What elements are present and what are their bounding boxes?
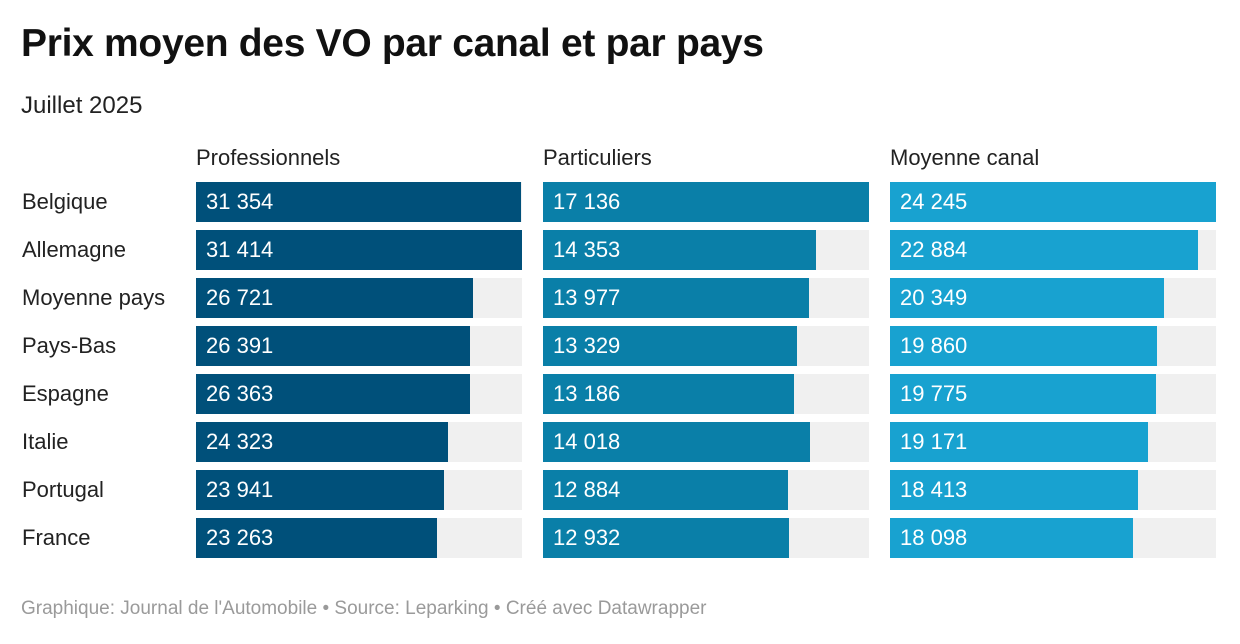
bar-track: 13 186 (543, 374, 869, 414)
value-label: 24 245 (900, 189, 968, 214)
value-label: 14 353 (553, 237, 621, 262)
bar-track: 26 363 (196, 374, 522, 414)
row-label-moyenne-pays: Moyenne pays (22, 285, 166, 310)
bar-moyenne-canal-pays-bas (890, 326, 1157, 366)
bar-professionnels-espagne (196, 374, 470, 414)
value-label: 14 018 (553, 429, 621, 454)
bar-track: 26 391 (196, 326, 522, 366)
value-label: 22 884 (900, 237, 968, 262)
bar-particuliers-italie (543, 422, 810, 462)
value-label: 18 098 (900, 525, 968, 550)
bar-particuliers-pays-bas (543, 326, 797, 366)
row-label-france: France (22, 525, 91, 550)
bar-track: 19 860 (890, 326, 1216, 366)
bar-track: 31 354 (196, 182, 522, 222)
bar-moyenne-canal-portugal (890, 470, 1138, 510)
row-label-pays-bas: Pays-Bas (22, 333, 117, 358)
bar-track: 18 098 (890, 518, 1216, 558)
bar-track: 13 977 (543, 278, 869, 318)
bar-particuliers-espagne (543, 374, 794, 414)
value-label: 23 263 (206, 525, 274, 550)
row-label-belgique: Belgique (22, 189, 108, 214)
row-label-espagne: Espagne (22, 381, 109, 406)
bar-moyenne-canal-allemagne (890, 230, 1198, 270)
bar-particuliers-allemagne (543, 230, 816, 270)
column-header-moyenne-canal: Moyenne canal (890, 145, 1040, 170)
value-label: 24 323 (206, 429, 274, 454)
bar-track: 23 941 (196, 470, 522, 510)
bar-moyenne-canal-espagne (890, 374, 1156, 414)
bar-professionnels-allemagne (196, 230, 522, 270)
bar-track: 14 353 (543, 230, 869, 270)
value-label: 12 884 (553, 477, 621, 502)
bar-moyenne-canal-italie (890, 422, 1148, 462)
bar-track: 19 775 (890, 374, 1216, 414)
bar-professionnels-moyenne-pays (196, 278, 473, 318)
bar-professionnels-pays-bas (196, 326, 470, 366)
row-label-italie: Italie (22, 429, 69, 454)
bar-track: 17 136 (543, 182, 869, 222)
bar-track: 22 884 (890, 230, 1216, 270)
column-header-professionnels: Professionnels (196, 145, 341, 170)
bar-track: 31 414 (196, 230, 522, 270)
row-label-portugal: Portugal (22, 477, 104, 502)
bar-track: 18 413 (890, 470, 1216, 510)
value-label: 19 860 (900, 333, 968, 358)
bar-track: 12 884 (543, 470, 869, 510)
value-label: 26 391 (206, 333, 274, 358)
value-label: 19 171 (900, 429, 968, 454)
value-label: 31 354 (206, 189, 274, 214)
column-header-particuliers: Particuliers (543, 145, 652, 170)
bar-particuliers-portugal (543, 470, 788, 510)
bar-track: 24 245 (890, 182, 1216, 222)
bar-professionnels-italie (196, 422, 448, 462)
row-label-allemagne: Allemagne (22, 237, 126, 262)
bar-track: 20 349 (890, 278, 1216, 318)
value-label: 31 414 (206, 237, 274, 262)
value-label: 26 721 (206, 285, 274, 310)
value-label: 26 363 (206, 381, 274, 406)
bar-moyenne-canal-france (890, 518, 1133, 558)
bar-moyenne-canal-moyenne-pays (890, 278, 1164, 318)
value-label: 13 329 (553, 333, 621, 358)
bar-professionnels-france (196, 518, 437, 558)
value-label: 17 136 (553, 189, 621, 214)
bar-particuliers-belgique (543, 182, 869, 222)
value-label: 12 932 (553, 525, 621, 550)
bar-moyenne-canal-belgique (890, 182, 1216, 222)
chart-footer: Graphique: Journal de l'Automobile • Sou… (21, 598, 707, 619)
value-label: 23 941 (206, 477, 274, 502)
value-label: 13 977 (553, 285, 621, 310)
bar-particuliers-moyenne-pays (543, 278, 809, 318)
chart-subtitle: Juillet 2025 (21, 92, 143, 119)
bar-track: 19 171 (890, 422, 1216, 462)
chart-title: Prix moyen des VO par canal et par pays (21, 22, 764, 65)
bar-professionnels-portugal (196, 470, 444, 510)
bar-track: 14 018 (543, 422, 869, 462)
value-label: 13 186 (553, 381, 621, 406)
bar-professionnels-belgique (196, 182, 521, 222)
value-label: 20 349 (900, 285, 968, 310)
bar-particuliers-france (543, 518, 789, 558)
value-label: 18 413 (900, 477, 968, 502)
bar-track: 24 323 (196, 422, 522, 462)
bar-track: 26 721 (196, 278, 522, 318)
bar-track: 23 263 (196, 518, 522, 558)
value-label: 19 775 (900, 381, 968, 406)
bar-track: 12 932 (543, 518, 869, 558)
bar-track: 13 329 (543, 326, 869, 366)
